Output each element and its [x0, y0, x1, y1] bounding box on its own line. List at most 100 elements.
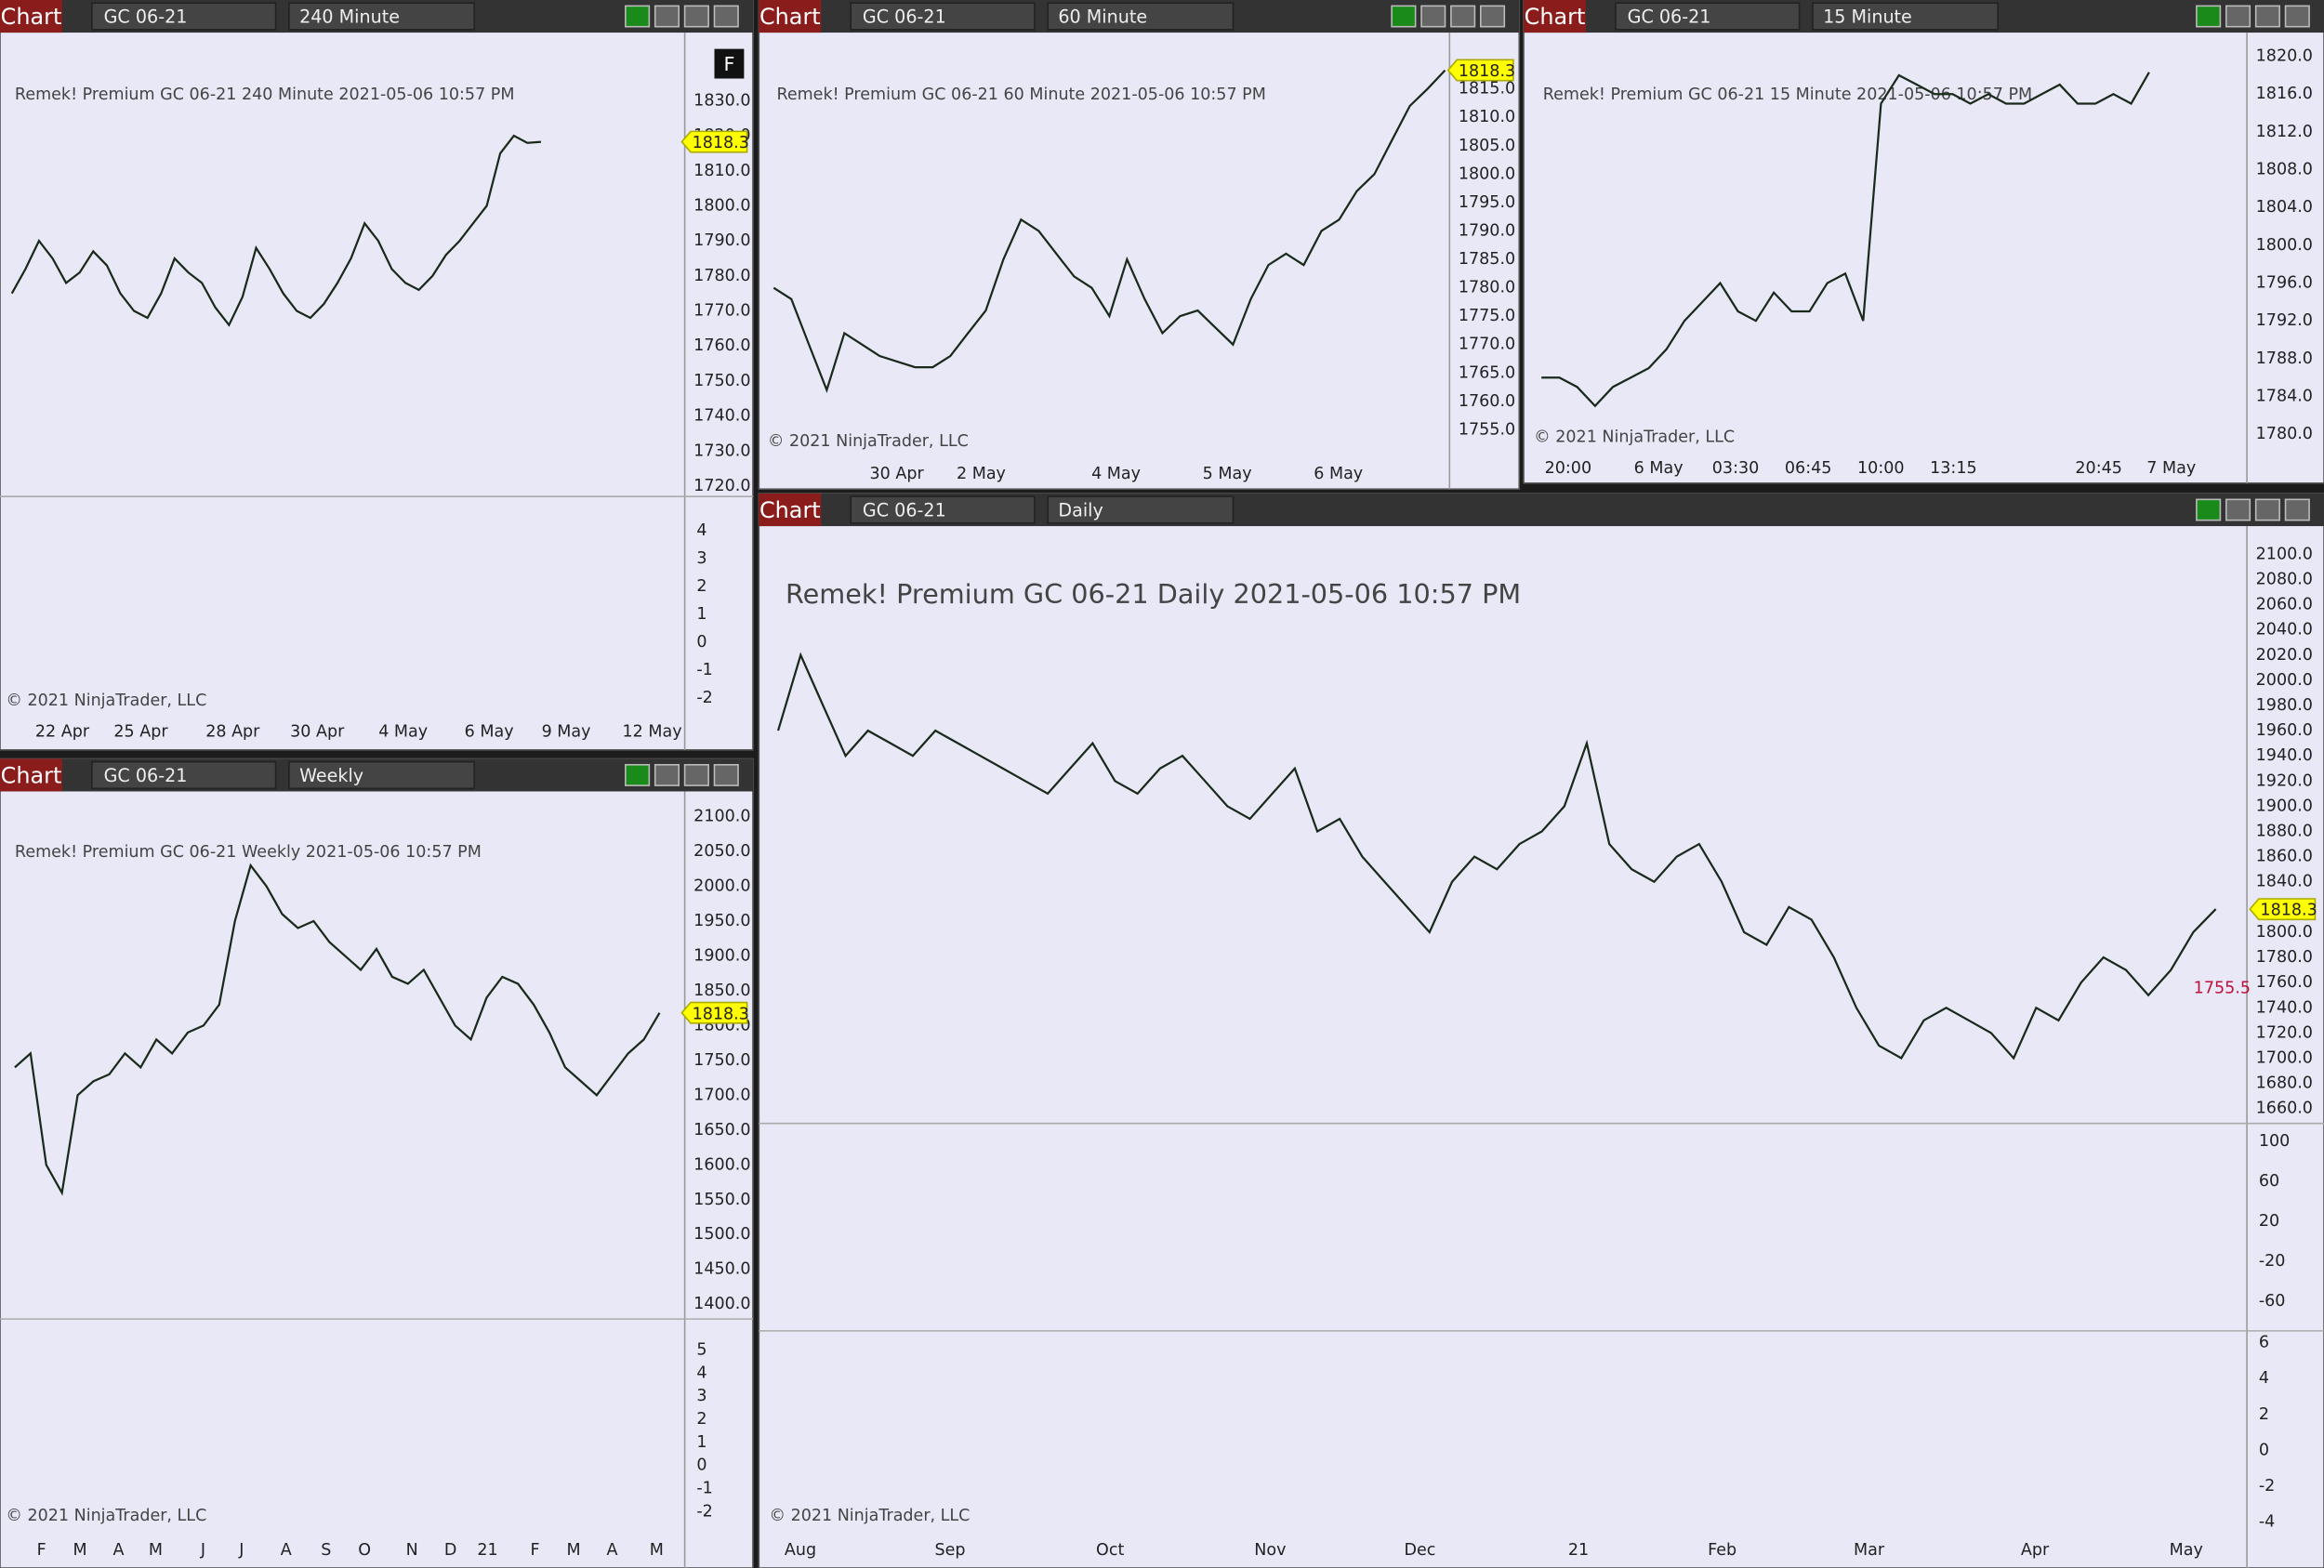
x-tick-label: 21 [1568, 1541, 1589, 1560]
timeframe-select[interactable] [288, 760, 476, 790]
window-button[interactable] [1420, 5, 1446, 28]
instrument-select[interactable] [91, 760, 277, 790]
panel-background [758, 493, 2324, 1568]
window-button[interactable] [625, 5, 651, 28]
last-price: 1818.3 [2260, 902, 2317, 920]
timeframe-select[interactable] [1812, 2, 2000, 31]
timeframe: 15 Minute [1823, 7, 1912, 28]
indicator-tick-label: -60 [2259, 1292, 2286, 1311]
price-tick-label: 1760.0 [693, 336, 750, 355]
instrument-select[interactable] [1615, 2, 1801, 31]
copyright: © 2021 NinjaTrader, LLC [6, 1507, 206, 1525]
window-button[interactable] [2284, 498, 2310, 521]
x-tick-label: Feb [1708, 1541, 1736, 1560]
chart-button[interactable] [1524, 0, 1586, 33]
window-button[interactable] [683, 5, 709, 28]
x-tick-label: 12 May [622, 723, 681, 742]
price-tick-label: 1800.0 [2256, 923, 2313, 942]
window-button[interactable] [2196, 5, 2222, 28]
indicator-tick-label: 0 [696, 1456, 706, 1475]
price-tick-label: 1800.0 [693, 196, 750, 215]
chart-info: Remek! Premium GC 06-21 Daily 2021-05-06… [786, 578, 1521, 610]
indicator-tick-label: -20 [2259, 1252, 2286, 1271]
price-tick-label: 1900.0 [2256, 797, 2313, 815]
x-tick-label: J [238, 1541, 244, 1560]
timeframe-select[interactable] [1047, 495, 1235, 524]
x-tick-label: 13:15 [1930, 459, 1976, 478]
x-tick-label: 28 Apr [205, 723, 260, 742]
chart-button[interactable] [759, 493, 822, 527]
x-tick-label: Mar [1854, 1541, 1885, 1560]
price-tick-label: 1700.0 [693, 1086, 750, 1104]
window-button[interactable] [654, 5, 680, 28]
x-tick-label: 21 [477, 1541, 497, 1560]
price-tick-label: 1788.0 [2256, 349, 2313, 368]
level-label: 1755.5 [2194, 979, 2251, 997]
window-button[interactable] [2254, 498, 2280, 521]
window-button[interactable] [2225, 498, 2251, 521]
window-button[interactable] [713, 5, 739, 28]
window-button[interactable] [683, 763, 709, 786]
instrument-select[interactable] [91, 2, 277, 31]
last-price: 1818.3 [1459, 62, 1515, 81]
x-tick-label: Apr [2021, 1541, 2050, 1560]
x-tick-label: Nov [1254, 1541, 1286, 1560]
chart-info: Remek! Premium GC 06-21 Weekly 2021-05-0… [15, 843, 482, 862]
x-tick-label: May [2170, 1541, 2203, 1560]
price-tick-label: 1804.0 [2256, 198, 2313, 217]
indicator-tick-label: -2 [696, 1502, 712, 1521]
indicator-tick-label: 0 [2259, 1441, 2269, 1459]
window-button[interactable] [625, 763, 651, 786]
price-tick-label: 1740.0 [2256, 998, 2313, 1017]
x-tick-label: A [281, 1541, 292, 1560]
price-tick-label: 1770.0 [693, 302, 750, 321]
instrument-select[interactable] [850, 495, 1036, 524]
window-button[interactable] [2284, 5, 2310, 28]
indicator-tick-label: 4 [696, 1364, 706, 1382]
x-tick-label: Oct [1096, 1541, 1124, 1560]
x-tick-label: 22 Apr [35, 723, 90, 742]
window-button[interactable] [2196, 498, 2222, 521]
x-tick-label: Sep [934, 1541, 965, 1560]
chart-button-label: Chart [759, 4, 821, 30]
window-button[interactable] [713, 763, 739, 786]
price-tick-label: 1600.0 [693, 1155, 750, 1174]
window-button[interactable] [2225, 5, 2251, 28]
indicator-tick-label: -2 [2259, 1477, 2275, 1496]
x-tick-label: 2 May [957, 465, 1006, 483]
indicator-tick-label: 2 [2259, 1405, 2269, 1424]
x-tick-label: 03:30 [1712, 459, 1759, 478]
price-tick-label: 1880.0 [2256, 823, 2313, 841]
x-tick-label: M [149, 1541, 163, 1560]
window-button[interactable] [1391, 5, 1417, 28]
timeframe: Weekly [299, 765, 363, 786]
indicator-tick-label: -4 [2259, 1513, 2275, 1532]
indicator-tick-label: 2 [696, 577, 706, 596]
price-line [772, 69, 1446, 394]
indicator-tick-label: 1 [696, 1433, 706, 1452]
instrument: GC 06-21 [1628, 7, 1711, 28]
price-line [10, 134, 542, 327]
last-price-tag [2249, 898, 2317, 921]
chart-button-label: Chart [759, 497, 821, 523]
price-tick-label: 1808.0 [2256, 161, 2313, 179]
timeframe-select[interactable] [1047, 2, 1235, 31]
x-tick-label: 4 May [378, 723, 428, 742]
price-tick-label: 1816.0 [2256, 85, 2313, 103]
last-price: 1818.3 [693, 134, 749, 152]
timeframe-select[interactable] [288, 2, 476, 31]
x-tick-label: 6 May [465, 723, 514, 742]
price-tick-label: 1790.0 [693, 231, 750, 250]
price-tick-label: 1940.0 [2256, 746, 2313, 765]
panel-background [0, 0, 754, 751]
instrument-select[interactable] [850, 2, 1036, 31]
chart-button[interactable] [759, 0, 822, 33]
window-button[interactable] [654, 763, 680, 786]
chart-button[interactable] [0, 0, 62, 33]
window-button[interactable] [1450, 5, 1476, 28]
chart-button[interactable] [0, 758, 62, 792]
window-button[interactable] [1479, 5, 1506, 28]
window-button[interactable] [2254, 5, 2280, 28]
price-tick-label: 1960.0 [2256, 721, 2313, 740]
panel-background [758, 0, 1521, 490]
